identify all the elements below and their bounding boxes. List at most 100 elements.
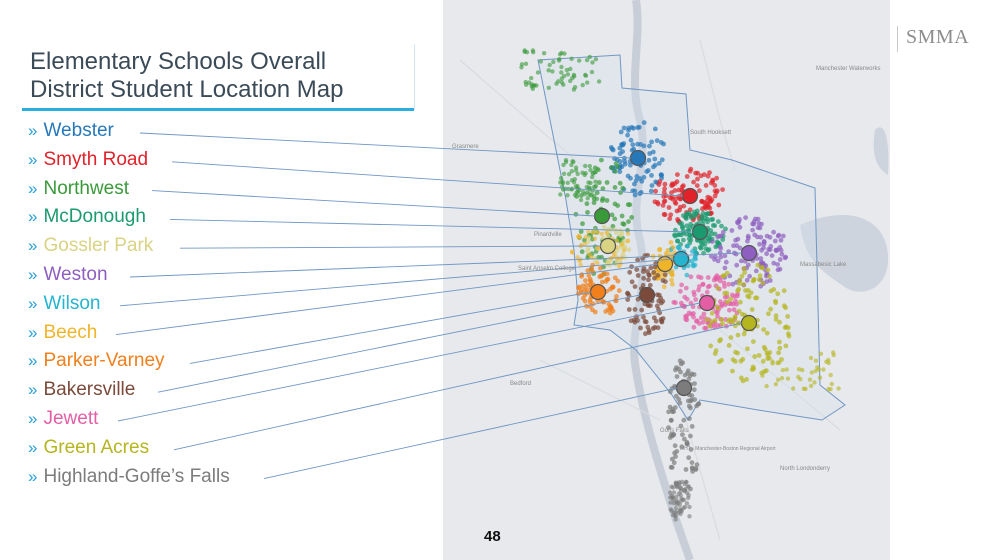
student-dot bbox=[604, 198, 610, 203]
student-dot bbox=[705, 284, 711, 290]
student-dot bbox=[732, 359, 738, 364]
water-bodies bbox=[630, 0, 889, 560]
student-dot bbox=[590, 269, 596, 275]
student-dot bbox=[630, 142, 636, 148]
student-dot bbox=[773, 298, 778, 304]
student-dot bbox=[687, 416, 692, 421]
student-dot bbox=[708, 253, 714, 259]
legend-label: Bakersville bbox=[43, 379, 136, 401]
student-dot bbox=[681, 417, 687, 423]
student-dot bbox=[731, 243, 736, 249]
student-dot bbox=[828, 372, 833, 378]
student-dot bbox=[625, 132, 630, 138]
student-dot bbox=[656, 292, 662, 298]
legend-label: Parker-Varney bbox=[43, 350, 165, 372]
student-dot bbox=[632, 188, 638, 194]
student-dot bbox=[570, 75, 575, 81]
student-dot bbox=[734, 262, 740, 268]
student-dot bbox=[720, 187, 725, 193]
student-dot bbox=[569, 56, 574, 61]
legend-label: Smyth Road bbox=[43, 148, 149, 170]
student-dot bbox=[745, 346, 750, 352]
legend-item: » Gossler Park bbox=[28, 235, 153, 257]
student-dot bbox=[675, 500, 681, 506]
chevron-icon: » bbox=[28, 409, 38, 428]
student-dot bbox=[670, 281, 675, 287]
student-dot bbox=[705, 173, 711, 179]
student-dot bbox=[530, 86, 535, 92]
student-dot bbox=[782, 255, 788, 261]
student-dot bbox=[649, 183, 655, 188]
student-dot bbox=[599, 273, 605, 279]
student-dot bbox=[647, 143, 652, 149]
student-dot bbox=[654, 303, 660, 309]
student-dot bbox=[655, 272, 661, 278]
student-dot bbox=[571, 87, 577, 92]
student-dot bbox=[587, 163, 592, 169]
student-dot bbox=[690, 469, 695, 474]
leader-line bbox=[151, 190, 596, 217]
student-dot bbox=[724, 270, 730, 276]
student-dot bbox=[627, 269, 633, 275]
student-dot bbox=[559, 80, 565, 85]
student-dot bbox=[763, 368, 769, 374]
student-dot bbox=[690, 262, 696, 268]
student-dot bbox=[741, 266, 747, 271]
student-dot bbox=[785, 325, 791, 331]
student-dot bbox=[628, 318, 634, 324]
student-dot bbox=[679, 282, 684, 288]
student-dot bbox=[726, 281, 732, 287]
student-dot bbox=[635, 257, 640, 263]
student-dot bbox=[763, 263, 769, 269]
student-dot bbox=[619, 142, 624, 147]
student-dot bbox=[648, 265, 654, 271]
student-dot bbox=[632, 192, 638, 198]
leader-line bbox=[129, 252, 743, 278]
chevron-icon: » bbox=[28, 322, 38, 342]
student-dot bbox=[683, 285, 689, 291]
student-dot bbox=[691, 314, 696, 320]
student-dot bbox=[676, 194, 682, 199]
student-dot bbox=[691, 387, 697, 393]
student-dot bbox=[558, 180, 563, 185]
student-dot bbox=[671, 490, 677, 495]
student-dot bbox=[688, 405, 693, 411]
student-dot bbox=[725, 299, 730, 305]
student-dot bbox=[764, 383, 769, 389]
student-dot bbox=[764, 330, 770, 336]
student-dot bbox=[753, 216, 758, 222]
student-dot bbox=[658, 140, 664, 145]
student-dot bbox=[681, 183, 686, 189]
student-dot bbox=[733, 251, 739, 257]
student-dot bbox=[733, 298, 738, 304]
student-dot bbox=[727, 307, 732, 313]
student-dot bbox=[714, 273, 720, 279]
student-dot bbox=[599, 279, 605, 285]
chevron-icon: » bbox=[28, 437, 38, 457]
student-dot bbox=[632, 284, 638, 289]
school-marker bbox=[593, 207, 611, 225]
student-dot bbox=[767, 278, 773, 283]
label-goffs-falls: Goffs Falls bbox=[660, 428, 689, 434]
lake-massabesic bbox=[800, 215, 889, 292]
student-dot bbox=[777, 339, 782, 345]
student-dot bbox=[641, 174, 647, 180]
student-dot bbox=[662, 272, 668, 277]
leader-line bbox=[139, 132, 632, 159]
chevron-icon: » bbox=[28, 178, 38, 198]
student-dot bbox=[596, 180, 602, 185]
student-dot bbox=[676, 187, 682, 193]
student-dot bbox=[617, 228, 623, 234]
school-marker bbox=[589, 283, 607, 301]
student-dot bbox=[643, 331, 648, 337]
student-dot bbox=[669, 181, 675, 187]
student-dot bbox=[688, 237, 694, 243]
student-dot bbox=[572, 177, 577, 182]
student-dot bbox=[612, 185, 618, 190]
student-dot bbox=[800, 367, 805, 373]
student-dot bbox=[596, 79, 602, 84]
student-dot bbox=[730, 292, 735, 298]
student-dot bbox=[595, 230, 600, 235]
student-dot bbox=[745, 262, 751, 268]
student-dot bbox=[691, 324, 697, 330]
